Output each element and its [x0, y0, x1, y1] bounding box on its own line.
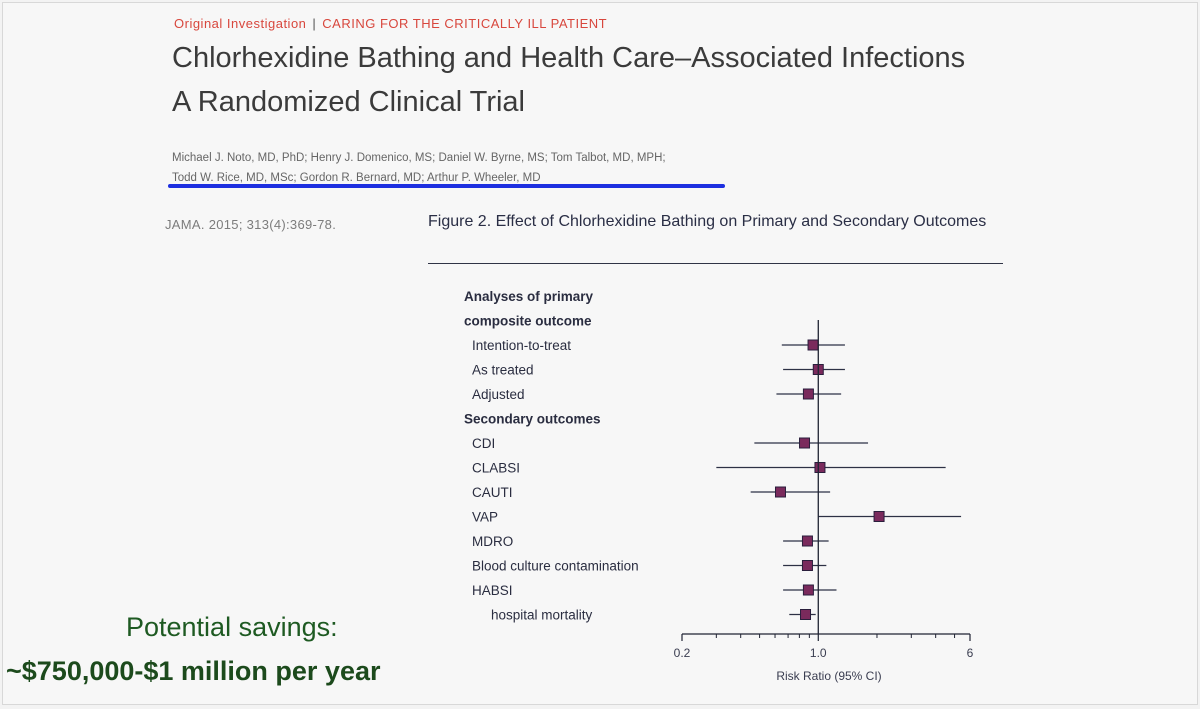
row-label: CDI: [472, 436, 495, 451]
kicker-series: CARING FOR THE CRITICALLY ILL PATIENT: [322, 16, 608, 31]
article-subtitle: A Randomized Clinical Trial: [172, 86, 525, 118]
row-group-label: composite outcome: [464, 314, 592, 329]
row-label: As treated: [472, 363, 534, 378]
savings-heading: Potential savings:: [126, 612, 338, 642]
savings-amount: ~$750,000-$1 million per year: [6, 656, 381, 686]
point-estimate: [801, 560, 813, 571]
row-group-label: Secondary outcomes: [464, 412, 601, 427]
x-axis-label: Risk Ratio (95% CI): [776, 669, 881, 683]
point-estimate: [774, 486, 786, 498]
figure-caption: Figure 2. Effect of Chlorhexidine Bathin…: [428, 213, 987, 230]
point-estimate: [800, 609, 812, 620]
row-label: CAUTI: [472, 485, 513, 500]
authors-line-2: Todd W. Rice, MD, MSc; Gordon R. Bernard…: [172, 172, 541, 184]
x-tick-label: 0.2: [674, 646, 691, 660]
kicker-separator: |: [312, 16, 317, 31]
point-estimate: [801, 535, 813, 547]
row-label: VAP: [472, 510, 498, 525]
row-label: hospital mortality: [491, 608, 593, 623]
row-label: HABSI: [472, 583, 513, 598]
x-tick-label: 6: [967, 646, 974, 660]
author-underline: [168, 184, 725, 188]
article-kicker: Original Investigation | CARING FOR THE CR…: [174, 16, 607, 31]
row-label: Blood culture contamination: [472, 559, 639, 574]
authors-line-1: Michael J. Noto, MD, PhD; Henry J. Domen…: [172, 152, 666, 164]
x-tick-label: 1.0: [810, 646, 827, 660]
author-list: Michael J. Noto, MD, PhD; Henry J. Domen…: [172, 148, 752, 188]
row-label: MDRO: [472, 534, 513, 549]
point-estimate: [802, 584, 814, 596]
journal-citation: JAMA. 2015; 313(4):369-78.: [165, 217, 337, 232]
point-estimate: [799, 437, 811, 449]
row-label: Adjusted: [472, 387, 525, 402]
point-estimate: [814, 462, 826, 473]
article-title: Chlorhexidine Bathing and Health Care–As…: [172, 42, 966, 74]
point-estimate: [873, 511, 885, 522]
caption-rule: [428, 263, 1003, 264]
row-label: CLABSI: [472, 461, 520, 476]
row-group-label: Analyses of primary: [464, 289, 594, 304]
kicker-type: Original Investigation: [174, 16, 307, 31]
point-estimate: [802, 388, 814, 400]
row-label: Intention-to-treat: [472, 338, 571, 353]
point-estimate: [807, 339, 819, 351]
